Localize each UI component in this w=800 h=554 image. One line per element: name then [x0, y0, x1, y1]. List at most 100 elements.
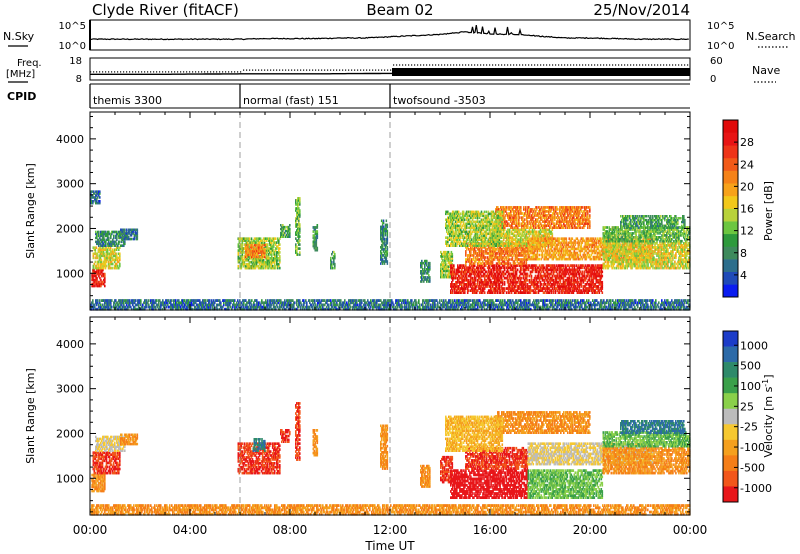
heat-cell — [289, 233, 291, 237]
heat-cell — [450, 285, 452, 288]
heat-cell — [563, 268, 566, 272]
heat-cell — [521, 280, 524, 284]
heat-cell — [241, 260, 244, 264]
heat-cell — [271, 260, 274, 264]
heat-cell — [97, 248, 100, 251]
heat-cell — [523, 228, 526, 232]
heat-cell — [256, 257, 259, 260]
heat-cell — [527, 287, 530, 290]
heat-cell — [111, 252, 114, 256]
heat-cell — [101, 268, 103, 272]
heat-cell — [551, 285, 554, 288]
heat-cell — [475, 291, 478, 294]
heat-cell — [486, 283, 489, 286]
heat-cell — [516, 264, 519, 267]
heat-cell — [573, 272, 576, 276]
heat-cell — [295, 221, 297, 224]
heat-cell — [121, 237, 123, 241]
heat-cell — [103, 254, 106, 258]
heat-cell — [588, 274, 591, 278]
heat-cell — [573, 266, 576, 270]
heat-cell — [281, 229, 283, 233]
heat-cell — [593, 266, 596, 270]
heat-cell — [567, 264, 570, 267]
heat-cell — [107, 230, 109, 234]
heat-cell — [580, 291, 583, 294]
heat-cell — [600, 287, 603, 290]
heat-cell — [276, 253, 278, 256]
heat-cell — [469, 252, 471, 255]
heat-cell — [592, 255, 595, 259]
heat-cell — [277, 239, 279, 242]
heat-cell — [572, 241, 575, 245]
heat-cell — [515, 258, 518, 261]
heat-cell — [508, 250, 511, 253]
heat-cell — [550, 232, 553, 236]
heat-cell — [298, 203, 300, 206]
heat-cell — [545, 251, 548, 255]
heat-cell — [484, 250, 487, 253]
heat-cell — [525, 264, 528, 267]
heat-cell — [429, 276, 431, 279]
heat-cell — [95, 194, 97, 197]
heat-cell — [560, 266, 563, 270]
heat-cell — [426, 268, 428, 271]
heat-cell — [470, 252, 472, 255]
heat-cell — [451, 274, 453, 278]
heat-cell — [524, 258, 527, 261]
heat-cell — [282, 225, 284, 229]
heat-cell — [381, 248, 384, 251]
heat-cell — [518, 274, 521, 278]
heat-cell — [591, 272, 594, 276]
heat-cell — [508, 234, 511, 237]
heat-cell — [491, 254, 494, 257]
heat-cell — [445, 275, 448, 279]
heat-cell — [585, 289, 588, 292]
heat-cell — [503, 283, 506, 286]
heat-cell — [577, 243, 580, 247]
nave-dot — [567, 64, 569, 66]
heat-cell — [593, 285, 596, 288]
heat-cell — [472, 254, 475, 257]
heat-cell — [101, 246, 104, 249]
heat-cell — [497, 260, 500, 263]
heat-cell — [297, 203, 299, 206]
heat-cell — [563, 257, 566, 261]
heat-cell — [92, 194, 94, 197]
heat-cell — [576, 251, 579, 255]
nave-dot — [432, 64, 434, 66]
heat-cell — [494, 278, 497, 282]
heat-cell — [524, 242, 527, 245]
heat-cell — [421, 261, 423, 265]
heat-cell — [526, 291, 529, 294]
heat-cell — [531, 264, 534, 267]
heat-cell — [314, 232, 317, 235]
heat-cell — [547, 243, 550, 247]
heat-cell — [489, 272, 492, 276]
heat-cell — [489, 254, 492, 257]
heat-cell — [94, 280, 96, 284]
heat-cell — [540, 249, 543, 253]
nave-dot — [318, 69, 320, 71]
heat-cell — [442, 255, 445, 258]
heat-cell — [298, 237, 300, 240]
heat-cell — [591, 291, 594, 294]
heat-cell — [100, 238, 102, 242]
heat-cell — [542, 278, 545, 282]
heat-cell — [102, 272, 104, 276]
heat-cell — [582, 247, 585, 251]
heat-cell — [289, 231, 291, 235]
heat-cell — [125, 237, 128, 241]
heat-cell — [569, 272, 572, 276]
heat-cell — [298, 243, 300, 246]
heat-cell — [101, 234, 103, 238]
heat-cell — [522, 268, 525, 272]
heat-cell — [100, 250, 103, 254]
heat-cell — [108, 242, 110, 246]
heat-cell — [511, 268, 514, 272]
heat-cell — [421, 272, 423, 275]
heat-cell — [295, 243, 297, 246]
heat-cell — [545, 278, 548, 282]
heat-cell — [544, 237, 547, 240]
heat-cell — [260, 260, 263, 264]
